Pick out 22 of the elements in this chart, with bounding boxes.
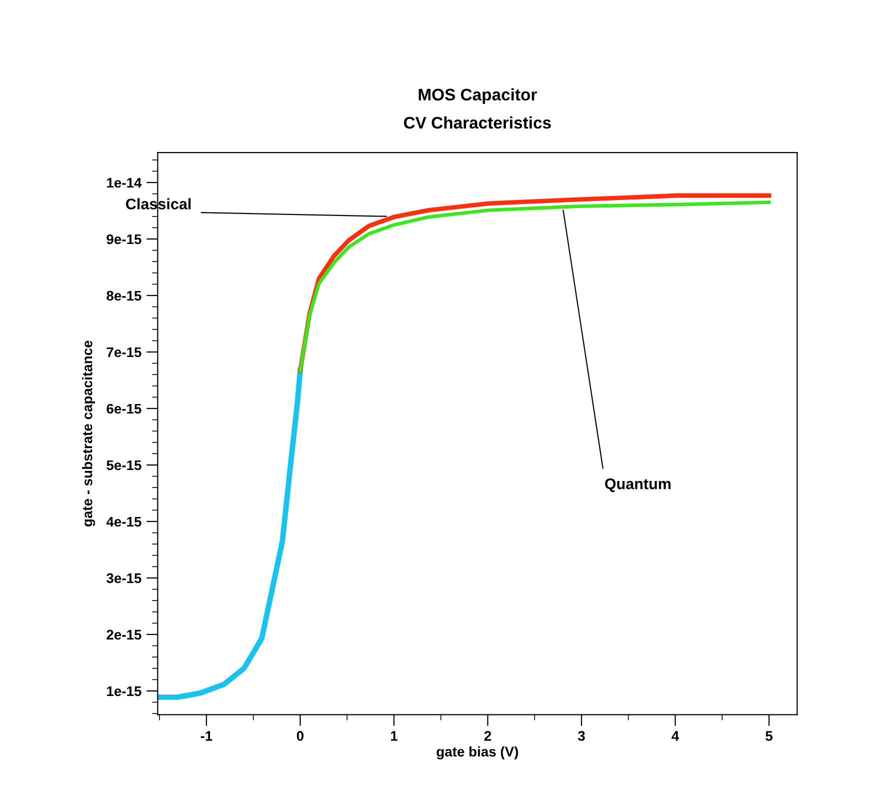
x-tick-label: 4 xyxy=(672,731,680,741)
chart-title: MOS Capacitor xyxy=(418,88,537,104)
y-tick-label: 6e-15 xyxy=(106,404,142,414)
y-tick-label: 2e-15 xyxy=(106,630,142,640)
x-tick-label: 3 xyxy=(578,731,585,741)
x-tick-label: 5 xyxy=(766,731,773,741)
y-tick-label: 9e-15 xyxy=(106,234,142,244)
chart-subtitle: CV Characteristics xyxy=(404,116,551,129)
annotation: Quantum xyxy=(605,478,671,492)
y-tick-label: 1e-14 xyxy=(107,178,142,188)
y-axis-title: gate - substrate capacitance xyxy=(82,340,96,526)
y-tick-label: 4e-15 xyxy=(106,516,142,527)
x-tick-label: -1 xyxy=(200,731,212,741)
y-tick-label: 8e-15 xyxy=(106,290,142,301)
x-axis-title: gate bias (V) xyxy=(436,746,518,760)
x-tick-label: 1 xyxy=(390,731,398,741)
y-tick-label: 3e-15 xyxy=(106,573,142,584)
x-tick-label: 0 xyxy=(296,731,304,741)
y-tick-label: 5e-15 xyxy=(106,460,142,470)
x-tick-label: 2 xyxy=(484,731,492,741)
y-tick-label: 1e-15 xyxy=(107,686,142,696)
y-tick-label: 7e-15 xyxy=(106,347,142,358)
